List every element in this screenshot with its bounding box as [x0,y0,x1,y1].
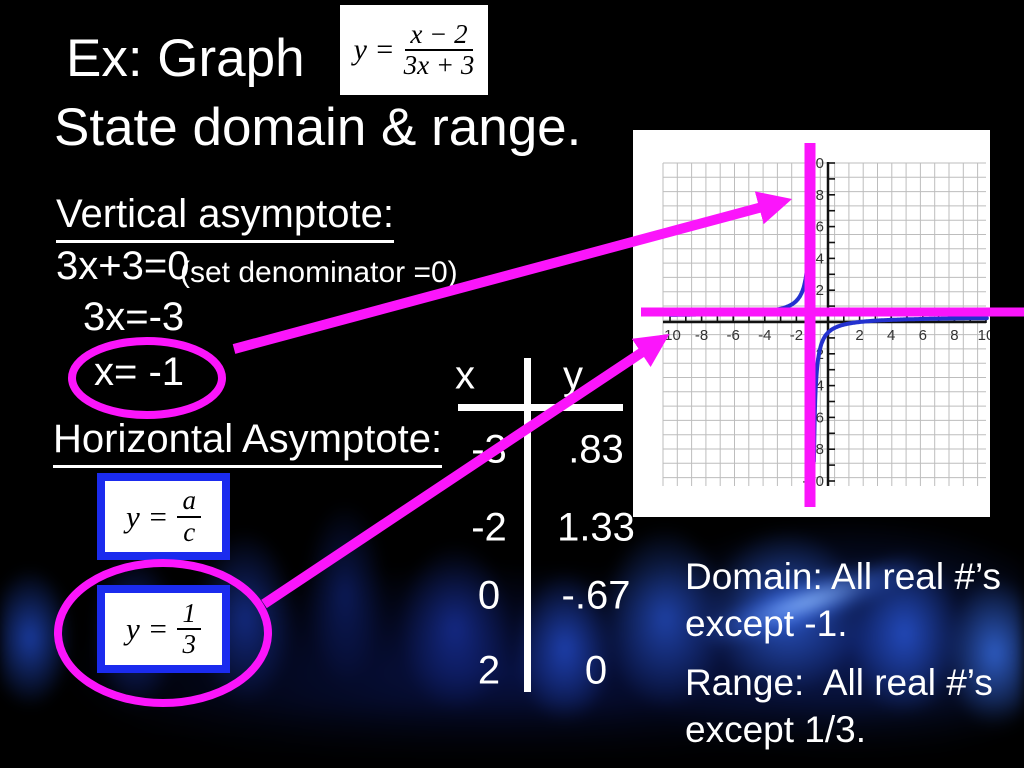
set-denominator-note: (set denominator =0) [180,256,458,289]
formula-lhs: y = [126,611,169,646]
svg-text:2: 2 [855,327,863,344]
graph-image: -10-8-6-4-2246810108642-2-4-6-8-10 [633,130,994,517]
formula-lhs: y = [126,498,169,534]
formula-numerator: 1 [177,598,201,630]
table-cell-x: -2 [471,505,507,550]
horizontal-asymptote-rule-box: y = a c [97,473,230,560]
svg-text:2: 2 [816,282,824,299]
horizontal-asymptote-heading-text: Horizontal Asymptote: [53,417,443,468]
svg-text:8: 8 [950,327,958,344]
vertical-asymptote-result: x= -1 [94,350,185,394]
svg-text:4: 4 [887,327,895,344]
svg-text:4: 4 [816,250,824,267]
formula-fraction: 1 3 [177,598,201,659]
solve-step: 3x=-3 [83,295,185,339]
formula-fraction: a c [177,486,201,546]
denominator-equation: 3x+3=0 [56,244,190,288]
svg-text:10: 10 [807,155,824,172]
formula-denominator: c [183,516,196,547]
formula-numerator: x − 2 [405,19,473,51]
svg-text:-2: -2 [790,327,803,344]
svg-text:6: 6 [919,327,927,344]
vertical-asymptote-heading: Vertical asymptote: [56,192,394,243]
formula-denominator: 3 [182,629,196,659]
svg-text:-8: -8 [695,327,708,344]
formula-lhs: y = [353,33,395,66]
value-formula-math: y = 1 3 [126,598,201,659]
svg-text:8: 8 [816,187,824,204]
rule-formula-math: y = a c [126,486,201,546]
horizontal-asymptote-value-box: y = 1 3 [97,585,230,673]
table-cell-x: 2 [477,648,501,693]
horizontal-asymptote-heading: Horizontal Asymptote: [53,417,443,468]
table-header-x: x [455,353,475,398]
formula-fraction: x − 2 3x + 3 [403,19,475,80]
svg-text:10: 10 [978,327,990,344]
vertical-asymptote-heading-text: Vertical asymptote: [56,192,394,243]
table-cell-y: 0 [584,648,608,693]
domain-answer: Domain: All real #’s except -1. [685,556,1012,644]
range-answer: Range: All real #’s except 1/3. [685,662,1004,750]
svg-text:-10: -10 [802,473,824,490]
table-cell-x: -3 [471,427,507,472]
slide-title-line1: Ex: Graph [66,29,305,88]
table-header-y: y [563,353,583,398]
svg-text:6: 6 [816,219,824,236]
title-formula-math: y = x − 2 3x + 3 [353,19,475,80]
svg-text:-4: -4 [758,327,771,344]
svg-text:-6: -6 [727,327,740,344]
formula-denominator: 3x + 3 [403,50,475,80]
svg-text:-10: -10 [659,327,681,344]
slide-title-line2: State domain & range. [54,98,582,157]
table-cell-y: 1.33 [557,505,635,550]
table-cell-y: -.67 [561,573,631,618]
table-cell-y: .83 [568,427,624,472]
hyperbola-graph: -10-8-6-4-2246810108642-2-4-6-8-10 [659,155,994,490]
table-header-divider [458,404,623,411]
table-cell-x: 0 [477,573,501,618]
title-formula-box: y = x − 2 3x + 3 [340,5,488,95]
formula-numerator: a [177,486,201,518]
